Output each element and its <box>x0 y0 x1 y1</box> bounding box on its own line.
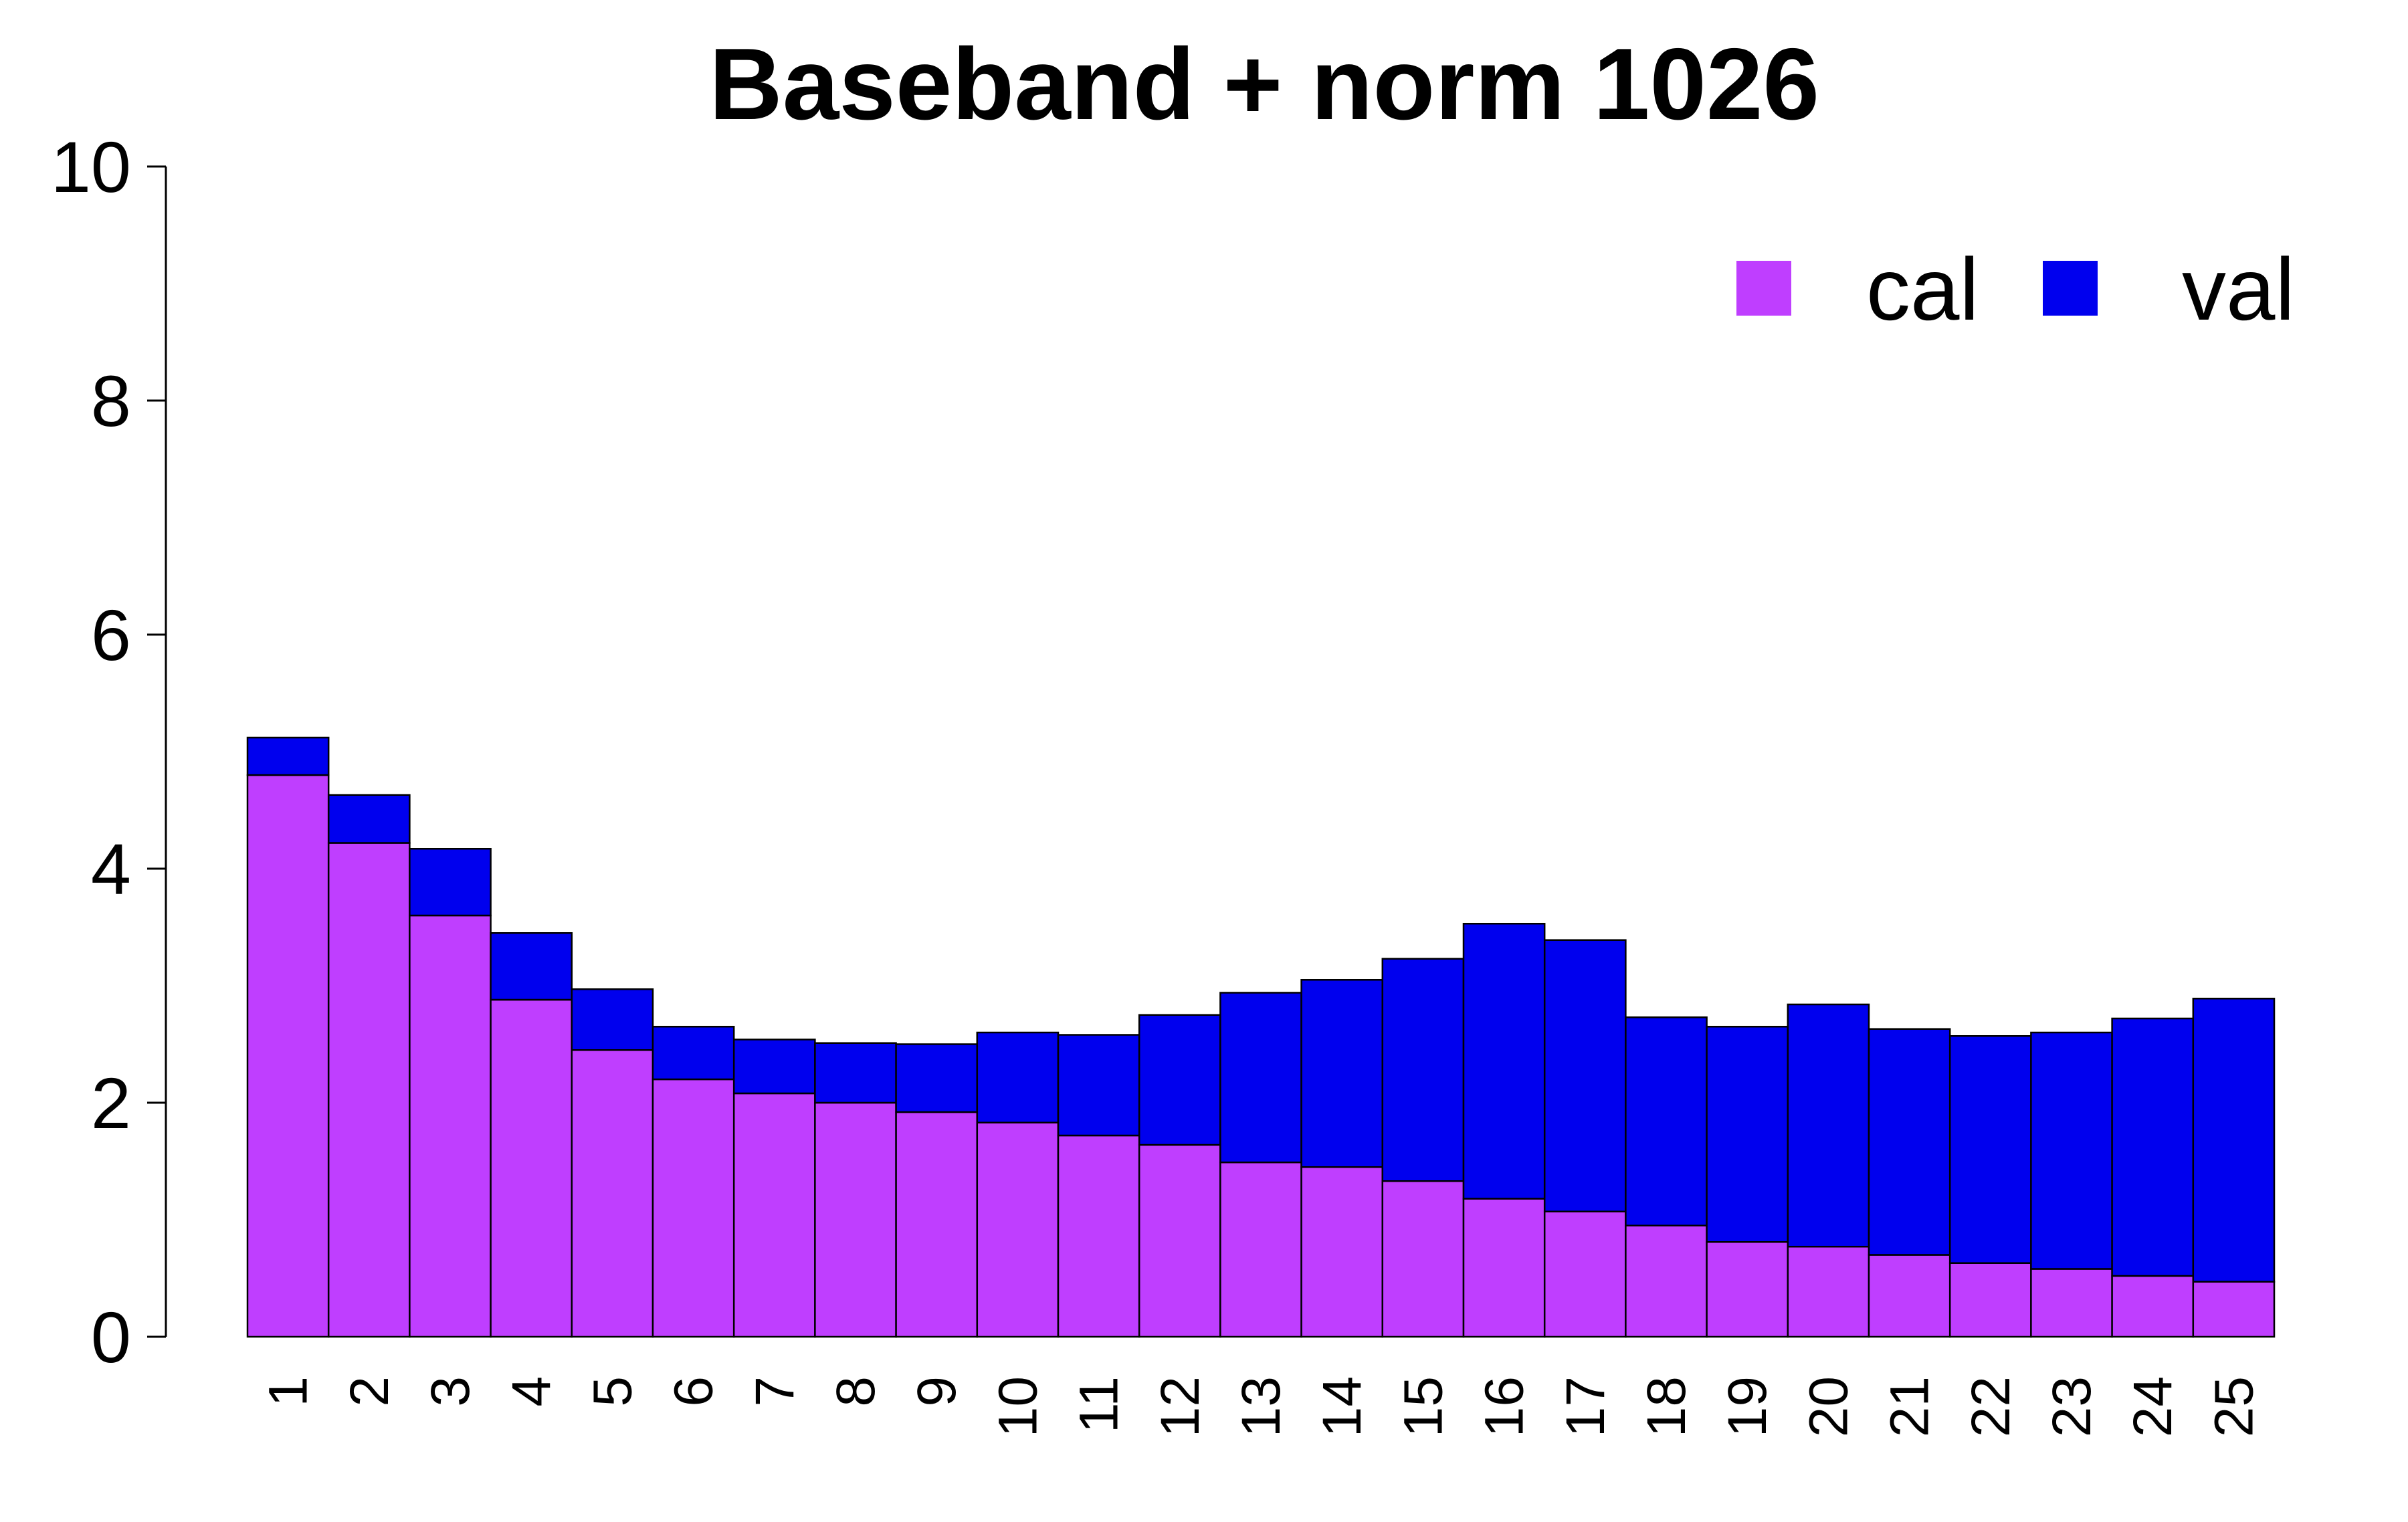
x-tick-label-15: 15 <box>1393 1376 1453 1437</box>
x-tick-label-3: 3 <box>420 1376 481 1407</box>
x-tick-label-7: 7 <box>744 1376 805 1407</box>
bar-val-11 <box>1057 1034 1140 1137</box>
bar-val-22 <box>1948 1035 2032 1264</box>
x-tick-label-11: 11 <box>1069 1376 1130 1433</box>
x-tick-label-25: 25 <box>2203 1376 2264 1437</box>
x-tick-label-13: 13 <box>1231 1376 1292 1437</box>
bar-cal-7 <box>732 1092 816 1338</box>
bar-val-12 <box>1138 1014 1221 1146</box>
x-tick-label-1: 1 <box>258 1376 319 1407</box>
x-tick-label-5: 5 <box>582 1376 643 1407</box>
y-tick-label-4: 4 <box>91 829 131 909</box>
x-tick-label-14: 14 <box>1312 1376 1373 1437</box>
legend-label-cal: cal <box>1866 240 1979 338</box>
bar-val-14 <box>1300 979 1384 1168</box>
x-tick-label-4: 4 <box>501 1376 562 1407</box>
bar-cal-5 <box>571 1049 654 1338</box>
legend: cal val <box>1736 240 2295 338</box>
y-axis: 0 2 4 6 8 10 <box>51 126 167 1378</box>
bar-val-7 <box>732 1039 816 1095</box>
bar-val-2 <box>327 794 411 844</box>
x-tick-label-17: 17 <box>1555 1376 1616 1437</box>
bar-val-6 <box>651 1026 735 1081</box>
bar-cal-1 <box>246 774 330 1338</box>
bar-val-21 <box>1868 1028 1951 1256</box>
bar-cal-13 <box>1219 1162 1302 1338</box>
bar-val-20 <box>1787 1003 1870 1248</box>
x-tick-label-6: 6 <box>664 1376 724 1407</box>
bar-cal-19 <box>1706 1241 1789 1338</box>
y-tick-label-8: 8 <box>91 360 131 441</box>
y-tick-label-6: 6 <box>91 594 131 675</box>
bar-cal-11 <box>1057 1134 1140 1338</box>
bar-cal-17 <box>1543 1210 1627 1338</box>
x-tick-label-2: 2 <box>339 1376 400 1407</box>
bar-val-15 <box>1381 958 1465 1182</box>
legend-swatch-val <box>2043 261 2098 316</box>
x-tick-label-10: 10 <box>987 1376 1048 1437</box>
x-tick-label-20: 20 <box>1798 1376 1859 1437</box>
x-tick-label-23: 23 <box>2041 1376 2102 1437</box>
bar-cal-20 <box>1787 1246 1870 1338</box>
x-tick-label-18: 18 <box>1636 1376 1697 1437</box>
bar-val-23 <box>2030 1031 2113 1270</box>
x-tick-label-12: 12 <box>1150 1376 1211 1437</box>
bar-cal-24 <box>2111 1275 2195 1338</box>
bar-cal-15 <box>1381 1180 1465 1338</box>
bar-val-1 <box>246 736 330 776</box>
x-tick-label-8: 8 <box>825 1376 886 1407</box>
bar-cal-8 <box>814 1101 897 1338</box>
bar-val-25 <box>2192 998 2276 1283</box>
bar-val-10 <box>976 1031 1060 1123</box>
bar-cal-16 <box>1462 1198 1546 1338</box>
bar-val-17 <box>1543 939 1627 1212</box>
x-axis: 1 2 3 4 5 6 7 8 9 10 11 12 13 14 15 16 17 18 19 20 21 22 23 24 2… <box>258 1376 2265 1437</box>
x-tick-label-19: 19 <box>1717 1376 1778 1437</box>
bar-cal-3 <box>409 914 492 1338</box>
y-tick-label-0: 0 <box>91 1297 131 1378</box>
bar-val-9 <box>895 1043 979 1113</box>
bar-val-4 <box>490 932 573 1001</box>
legend-label-val: val <box>2182 240 2295 338</box>
bar-val-24 <box>2111 1017 2195 1277</box>
bar-cal-2 <box>327 842 411 1338</box>
bar-val-13 <box>1219 992 1302 1164</box>
bar-val-5 <box>571 988 654 1051</box>
bar-cal-4 <box>490 998 573 1338</box>
x-tick-label-9: 9 <box>906 1376 967 1407</box>
bar-val-18 <box>1625 1016 1708 1226</box>
bar-cal-21 <box>1868 1254 1951 1338</box>
bar-cal-14 <box>1300 1166 1384 1338</box>
bar-cal-25 <box>2192 1281 2276 1338</box>
y-tick-label-10: 10 <box>51 126 131 207</box>
x-tick-label-21: 21 <box>1880 1376 1940 1437</box>
bar-val-16 <box>1462 923 1546 1200</box>
bar-val-19 <box>1706 1026 1789 1243</box>
x-tick-label-22: 22 <box>1961 1376 2021 1437</box>
x-tick-label-16: 16 <box>1474 1376 1535 1437</box>
bars-group <box>246 736 2276 1338</box>
bar-cal-18 <box>1625 1224 1708 1338</box>
bar-val-3 <box>409 848 492 917</box>
bar-cal-9 <box>895 1111 979 1338</box>
bar-cal-23 <box>2030 1268 2113 1338</box>
bar-cal-6 <box>651 1078 735 1338</box>
bar-cal-12 <box>1138 1144 1221 1338</box>
bar-cal-10 <box>976 1121 1060 1338</box>
y-tick-label-2: 2 <box>91 1063 131 1144</box>
bar-cal-22 <box>1948 1262 2032 1338</box>
legend-swatch-cal <box>1736 261 1791 316</box>
x-tick-label-24: 24 <box>2122 1376 2183 1437</box>
bar-val-8 <box>814 1042 897 1104</box>
chart-title: Baseband + norm 1026 <box>709 27 1819 141</box>
